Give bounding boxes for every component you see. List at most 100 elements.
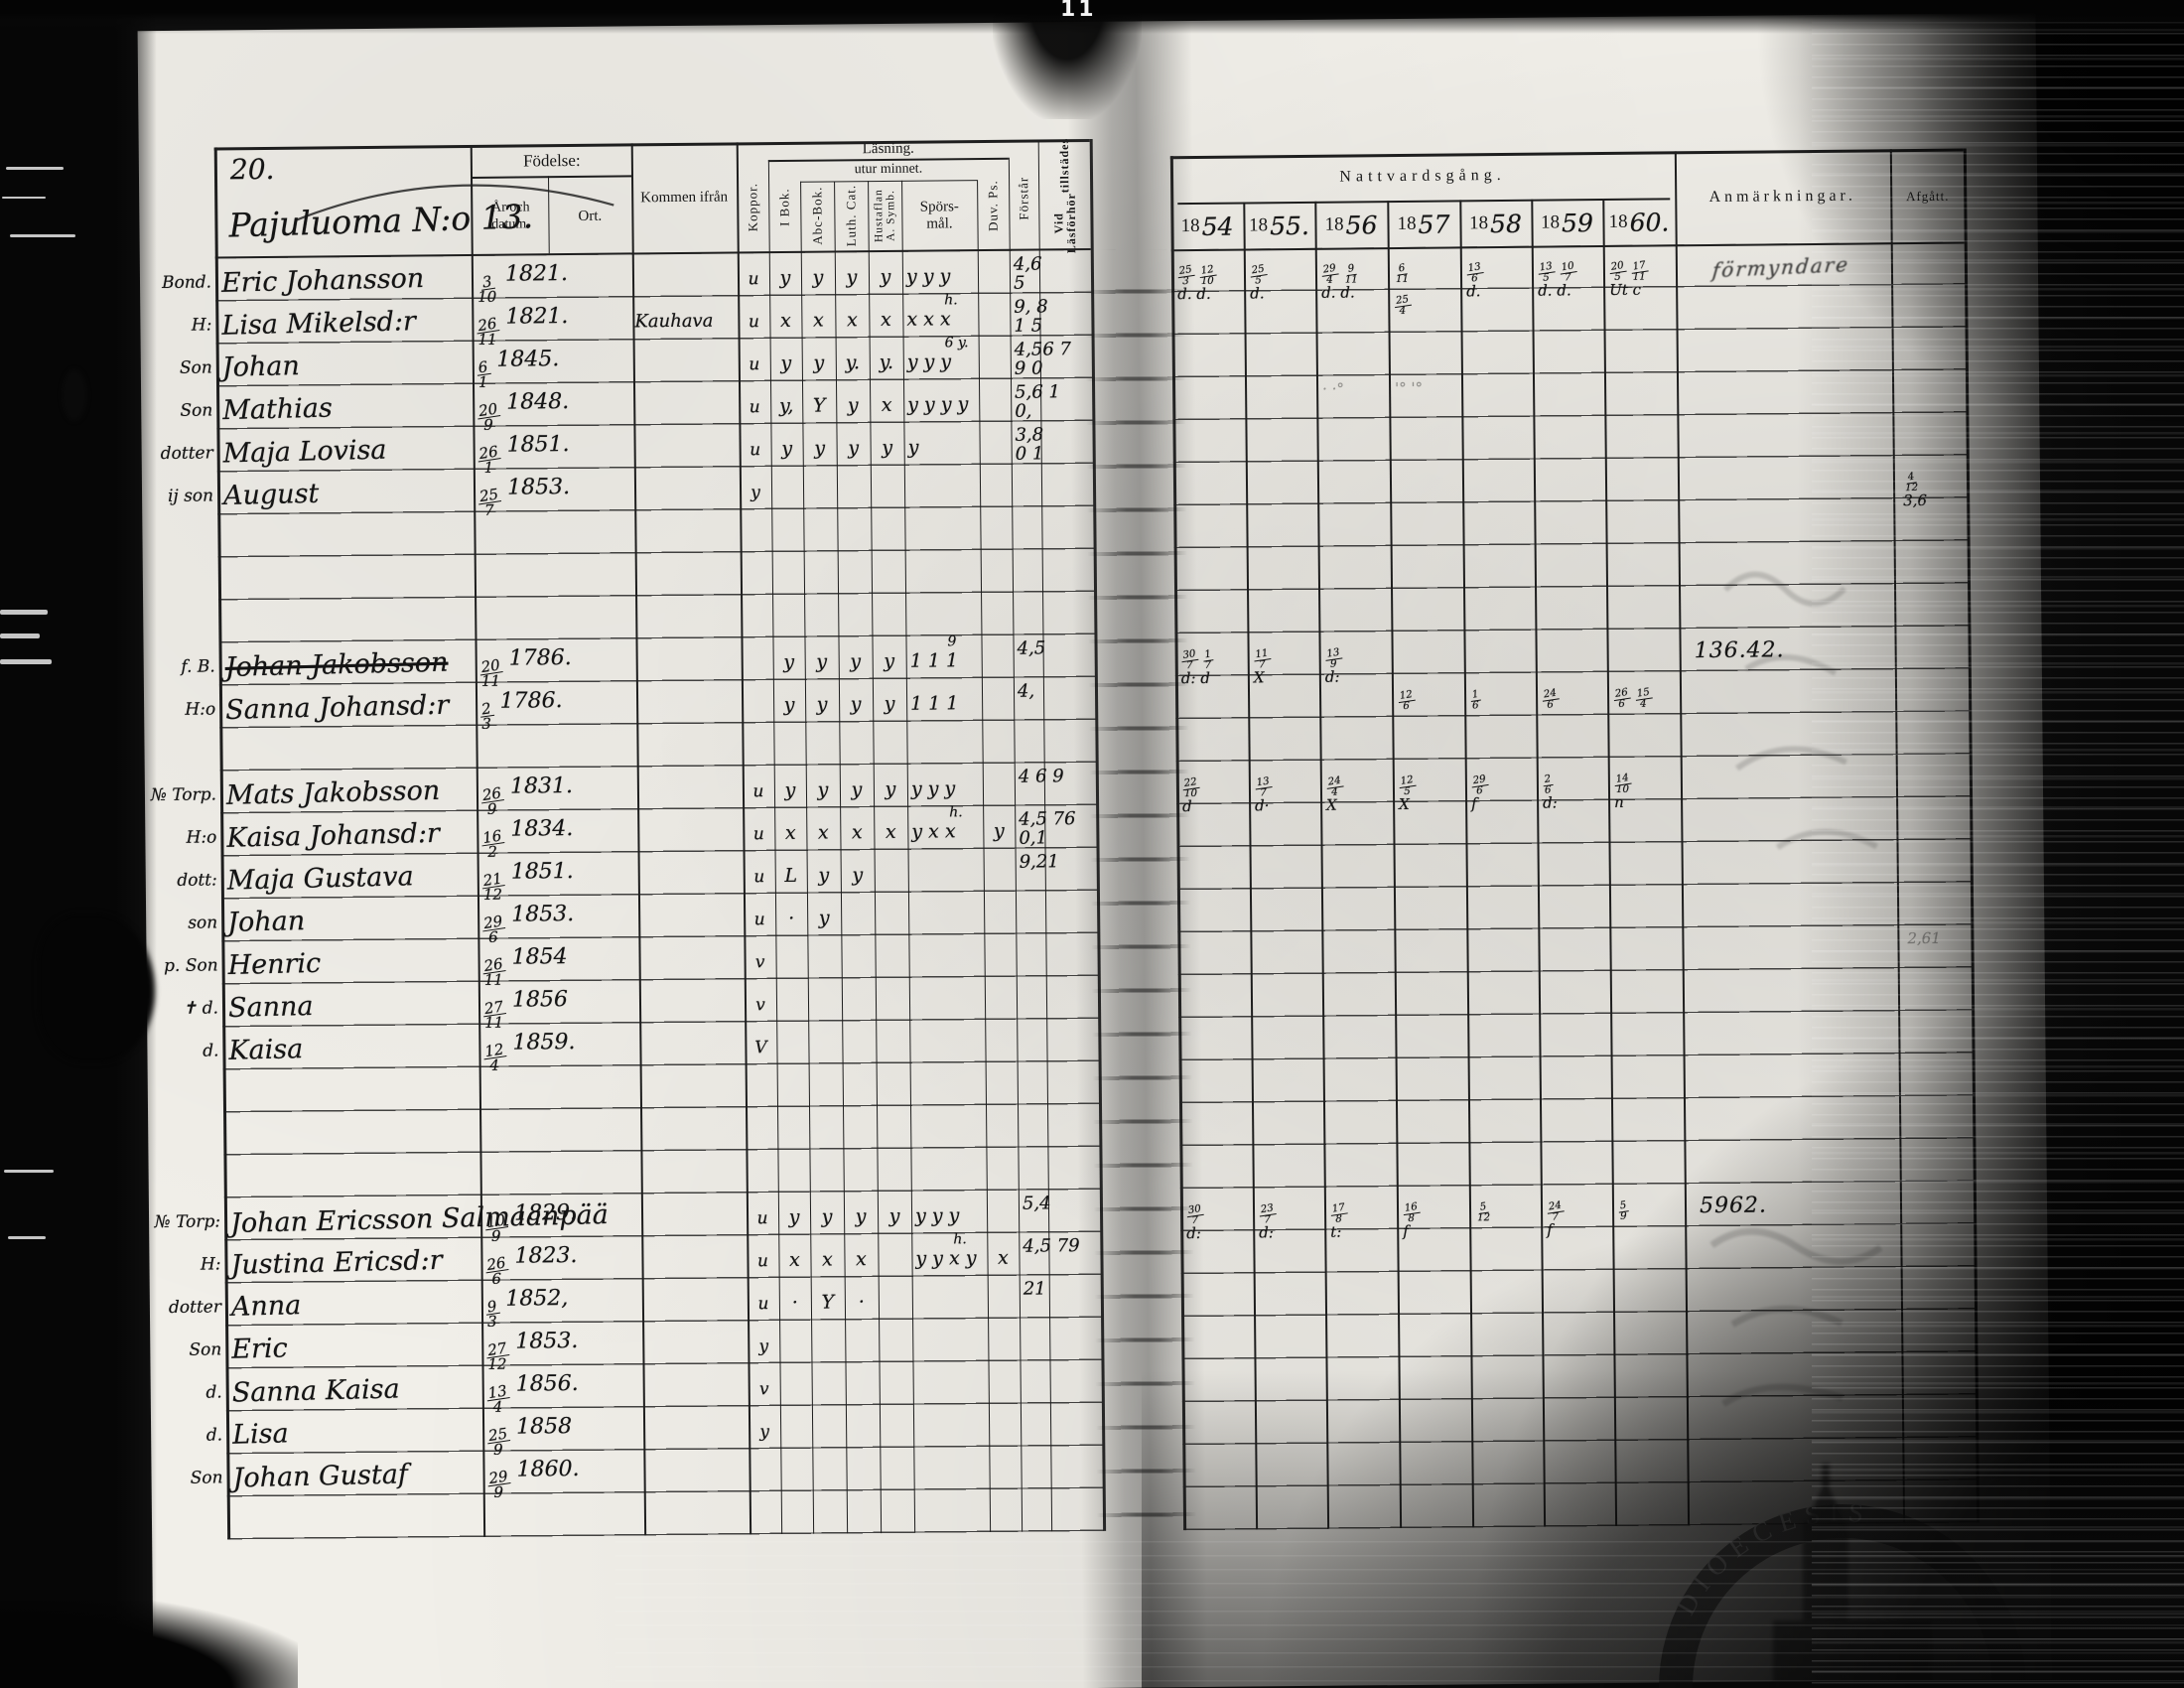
- reading-mark: y: [855, 1205, 867, 1228]
- header-ar-och-datum: År och datum.: [490, 200, 530, 232]
- record-birthdate: 29 6 1853.: [480, 902, 575, 947]
- record-name: Maja Gustava: [226, 861, 415, 897]
- bottom-left-shadow: [0, 1601, 298, 1688]
- year-header: 18 60.: [1608, 207, 1670, 237]
- reading-mark: Y: [812, 394, 826, 417]
- header-i-bok: I Bok.: [776, 188, 792, 227]
- edge-streak: [0, 633, 40, 638]
- reading-mark: x: [998, 1246, 1009, 1269]
- communion-entry: 26 6 15 4: [1612, 676, 1678, 710]
- communion-entry: 13 5 10 7 d. d.: [1537, 250, 1601, 300]
- reading-note: 6 y.: [944, 335, 969, 352]
- communion-entry: 24 7 f: [1546, 1190, 1610, 1239]
- communion-entry: 23 7 d:: [1258, 1193, 1322, 1242]
- reading-mark: y.: [879, 351, 894, 374]
- ink-blob: [38, 914, 155, 1062]
- reading-mark: ·: [858, 1291, 866, 1314]
- communion-entry: 2 6 d:: [1542, 774, 1558, 813]
- reading-mark: 1 1 1: [910, 692, 959, 715]
- header-duv-ps: Duv. Ps.: [985, 180, 1001, 231]
- reading-mark: y: [783, 650, 795, 673]
- koppor-mark: u: [750, 440, 761, 461]
- koppor-mark: u: [748, 269, 759, 290]
- reading-mark: y: [812, 266, 824, 289]
- communion-entry: 11 7 X: [1252, 637, 1316, 687]
- record-name: Maja Lovisa: [222, 434, 387, 470]
- header-ort: Ort.: [578, 208, 603, 224]
- koppor-mark: u: [753, 867, 765, 888]
- record-birthdate: 20 9 1848.: [476, 389, 570, 435]
- record-name: Sanna Kaisa: [231, 1373, 400, 1409]
- koppor-mark: u: [748, 312, 759, 333]
- reading-mark: y: [779, 266, 791, 289]
- koppor-mark: y: [751, 483, 760, 503]
- gutter-row-shadow: [1084, 249, 1197, 1533]
- reading-mark: x: [784, 821, 796, 844]
- record-birthdate: 26 6 1823.: [483, 1242, 578, 1289]
- reading-mark: ·: [788, 907, 795, 929]
- reading-mark: y: [907, 436, 919, 459]
- bottom-shade: [1142, 1370, 2184, 1688]
- reading-note: h.: [953, 1231, 967, 1248]
- header-kommen-ifran: Kommen ifrån: [640, 188, 729, 206]
- reading-mark: y: [850, 650, 862, 673]
- edge-streak: [10, 234, 75, 237]
- edge-streak: [0, 610, 48, 615]
- ink-blob: [62, 369, 87, 421]
- communion-entry: '° '°: [1395, 378, 1424, 398]
- record-role: Son: [189, 1339, 222, 1360]
- record-name: August: [222, 478, 320, 512]
- reading-mark: y.: [845, 352, 861, 374]
- reading-mark: x: [779, 309, 791, 332]
- record-birthdate: 16 2 1834.: [479, 816, 574, 862]
- record-birthdate: 26 11 1854: [480, 944, 568, 990]
- record-name: Johan: [226, 906, 306, 938]
- reading-mark: y y y: [914, 1204, 960, 1227]
- koppor-mark: V: [754, 1038, 767, 1058]
- edge-streak: [2, 197, 46, 199]
- record-name: Johan: [221, 351, 301, 383]
- record-name: Lisa Mikelsd:r: [221, 306, 417, 342]
- reading-mark: y: [884, 649, 895, 673]
- record-name: Lisa: [231, 1418, 290, 1451]
- reading-mark: y: [783, 693, 795, 716]
- reading-mark: y: [885, 777, 896, 801]
- koppor-mark: v: [755, 995, 765, 1016]
- reading-mark: y: [847, 394, 859, 417]
- reading-note: h.: [949, 804, 963, 821]
- reading-mark: Y: [821, 1291, 835, 1314]
- record-name: Eric Johansson: [220, 263, 425, 299]
- reading-mark: y x x: [911, 820, 956, 843]
- reading-mark: y y y y: [907, 393, 969, 416]
- reading-mark: y: [813, 352, 825, 374]
- record-name: Justina Ericsd:r: [230, 1244, 443, 1281]
- communion-entry: · ·°: [1322, 379, 1345, 398]
- record-role: Son: [190, 1468, 223, 1488]
- record-name: Sanna Johansd:r: [224, 689, 450, 726]
- record-role: d.: [205, 1382, 222, 1403]
- reading-mark: x: [812, 309, 824, 332]
- koppor-mark: u: [749, 354, 760, 375]
- reading-note: h.: [944, 292, 958, 309]
- reading-mark: y: [850, 693, 862, 716]
- header-abc-bok: Abc-Bok.: [809, 187, 825, 246]
- record-name: Anna: [230, 1290, 302, 1323]
- edge-streak: [6, 167, 64, 170]
- record-birthdate: 20 11 1786.: [478, 645, 572, 691]
- communion-entry: 17 8 t:: [1329, 1192, 1395, 1241]
- communion-entry: 29 4 9 11 d. d.: [1320, 262, 1358, 303]
- year-header: 18 57: [1397, 210, 1450, 239]
- communion-entry: 14 10 n: [1613, 762, 1679, 811]
- communion-entry: 25 5 d.: [1249, 253, 1313, 303]
- record-birthdate: 26 9 1831.: [478, 774, 574, 819]
- reading-mark: y y x y: [915, 1247, 977, 1270]
- communion-entry: 13 6 d.: [1465, 251, 1530, 301]
- header-utur-minnet: utur minnet.: [854, 161, 923, 178]
- record-birthdate: 3 10 1821.: [478, 261, 569, 307]
- koppor-mark: y: [758, 1336, 769, 1357]
- reading-mark: 1 1 1: [909, 649, 959, 672]
- record-name: Mats Jakobsson: [225, 774, 441, 811]
